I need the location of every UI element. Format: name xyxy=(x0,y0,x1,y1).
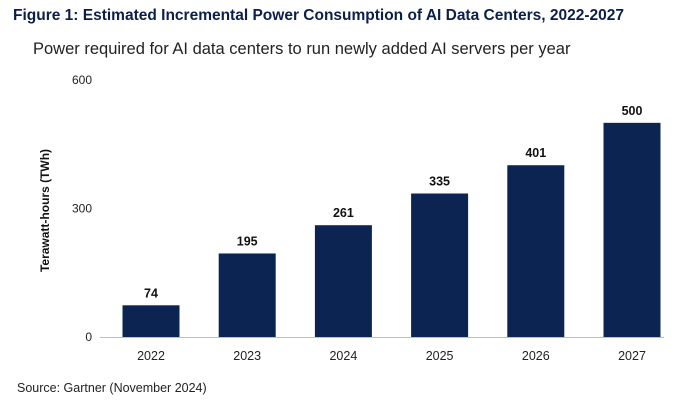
figure-title: Figure 1: Estimated Incremental Power Co… xyxy=(13,7,624,24)
y-axis: 0 300 600 xyxy=(72,73,92,344)
x-tick-label: 2024 xyxy=(329,349,357,363)
y-axis-label: Terawatt-hours (TWh) xyxy=(38,149,52,272)
bar xyxy=(603,122,661,337)
data-label: 261 xyxy=(333,206,354,220)
source-note: Source: Gartner (November 2024) xyxy=(17,381,207,395)
x-tick-label: 2023 xyxy=(233,349,261,363)
data-label: 335 xyxy=(429,175,450,189)
bar xyxy=(122,305,180,337)
x-tick-label: 2022 xyxy=(137,349,165,363)
y-tick-label: 300 xyxy=(72,202,92,216)
x-tick-label: 2025 xyxy=(426,349,454,363)
x-tick-label: 2027 xyxy=(618,349,646,363)
bar xyxy=(507,165,565,337)
data-label: 500 xyxy=(622,104,643,118)
data-label: 195 xyxy=(237,234,258,248)
bar xyxy=(314,225,372,337)
chart-subtitle: Power required for AI data centers to ru… xyxy=(33,40,571,58)
bars: 74 195 261 335 401 500 xyxy=(122,104,661,337)
x-tick-label: 2026 xyxy=(522,349,550,363)
bar xyxy=(218,253,276,337)
x-axis: 2022 2023 2024 2025 2026 2027 xyxy=(137,349,646,363)
data-label: 74 xyxy=(144,286,158,300)
y-tick-label: 600 xyxy=(72,73,92,87)
y-tick-label: 0 xyxy=(85,330,92,344)
data-label: 401 xyxy=(525,146,546,160)
bar xyxy=(411,193,469,337)
